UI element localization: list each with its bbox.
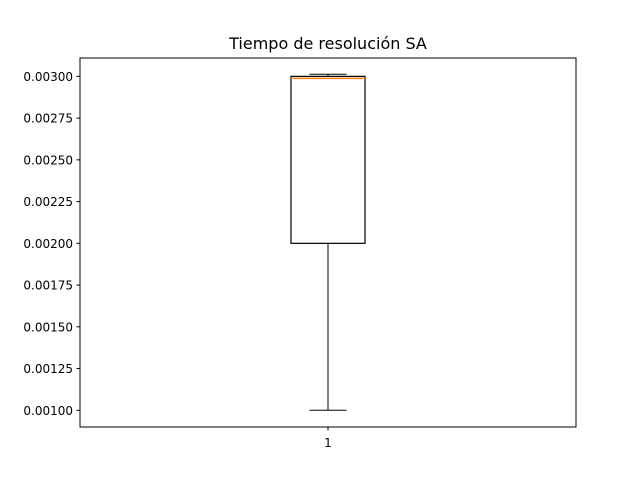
y-tick-label: 0.00225 bbox=[23, 195, 73, 209]
interquartile-box bbox=[290, 75, 366, 244]
box-series bbox=[290, 73, 366, 411]
y-axis: 0.00100 0.00125 0.00150 0.00175 0.00200 0.002… bbox=[23, 70, 80, 418]
y-tick-label: 0.00200 bbox=[23, 237, 73, 251]
y-tick-label: 0.00150 bbox=[23, 320, 73, 334]
y-tick-label: 0.00175 bbox=[23, 279, 73, 293]
y-tick-label: 0.00100 bbox=[23, 404, 73, 418]
box-plot-item bbox=[290, 73, 366, 411]
y-tick-label: 0.00250 bbox=[23, 153, 73, 167]
y-tick-label: 0.00300 bbox=[23, 70, 73, 84]
y-tick-label: 0.00125 bbox=[23, 362, 73, 376]
chart-title: Tiempo de resolución SA bbox=[228, 34, 427, 53]
x-axis: 1 bbox=[324, 427, 332, 450]
x-tick-label: 1 bbox=[324, 436, 332, 450]
y-tick-label: 0.00275 bbox=[23, 112, 73, 126]
